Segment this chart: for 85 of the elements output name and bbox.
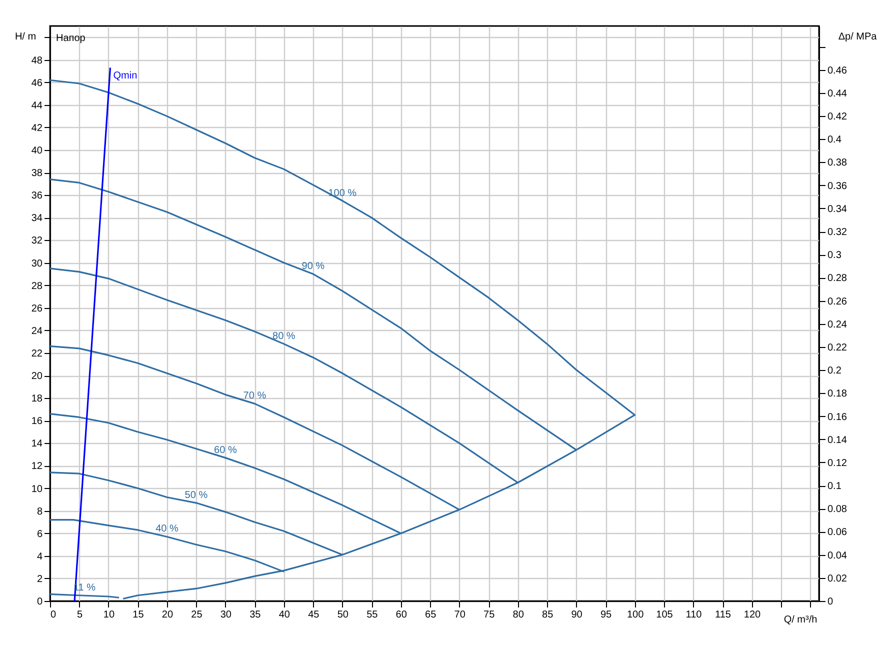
y-tick-label: 14 (31, 438, 43, 450)
y-axis-title: H/ m (14, 32, 36, 42)
y2-tick-label: 0.08 (828, 504, 848, 516)
x-tick-label: 95 (600, 610, 612, 620)
y-tick-label: 20 (31, 371, 43, 382)
y-tick-label: 36 (31, 190, 43, 202)
x-tick-label: 115 (715, 610, 732, 620)
x-tick-label: 55 (366, 610, 378, 620)
y-tick-label: 8 (36, 506, 43, 518)
x-tick-label: 80 (512, 610, 524, 620)
x-tick-label: 100 (626, 610, 644, 620)
x-tick-label: 40 (278, 610, 290, 620)
series-label: 70 % (243, 390, 266, 402)
y2-tick-label: 0.1 (828, 481, 842, 492)
y2-tick-label: 0.2 (828, 366, 842, 377)
annotation: Напор (56, 33, 86, 44)
y2-tick-label: 0.26 (828, 296, 848, 308)
y-tick-label: 40 (31, 146, 43, 157)
x-tick-label: 50 (337, 610, 349, 620)
y2-tick-label: 0.28 (828, 273, 848, 284)
y-tick-label: 44 (31, 100, 43, 112)
y-tick-label: 28 (31, 280, 43, 292)
y2-tick-label: 0.18 (828, 388, 848, 400)
y2-tick-label: 0.16 (828, 412, 848, 423)
y2-tick-label: 0.34 (828, 204, 848, 215)
y-tick-label: 18 (31, 394, 43, 405)
y2-tick-label: 0.24 (828, 319, 848, 330)
y2-tick-label: 0.38 (828, 158, 848, 169)
x-tick-label: 120 (744, 610, 762, 620)
y2-tick-label: 0.06 (828, 527, 848, 538)
x-tick-label: 45 (308, 610, 320, 620)
x-axis-title: Q/ m³/h (784, 614, 818, 626)
y2-tick-label: 0.4 (828, 134, 842, 146)
series-label: Qmin (113, 70, 138, 82)
y-tick-label: 32 (31, 236, 43, 247)
y2-tick-label: 0.46 (828, 65, 848, 76)
y-tick-label: 26 (31, 303, 43, 314)
y2-tick-label: 0.02 (828, 573, 848, 584)
series-label: 60 % (214, 444, 237, 456)
x-tick-label: 85 (542, 610, 554, 620)
y2-tick-label: 0.12 (828, 458, 848, 469)
y-tick-label: 38 (31, 168, 43, 180)
x-tick-label: 65 (425, 610, 437, 620)
x-tick-label: 110 (686, 610, 702, 620)
x-tick-label: 75 (484, 610, 496, 620)
y-tick-label: 24 (31, 326, 43, 337)
y2-tick-label: 0.32 (828, 227, 848, 238)
series-label: 90 % (302, 261, 325, 272)
y2-tick-label: 0.42 (828, 112, 848, 123)
y-tick-label: 2 (36, 574, 43, 585)
x-tick-label: 20 (162, 610, 174, 620)
y-tick-label: 42 (31, 122, 43, 134)
series-label: 40 % (156, 524, 178, 535)
x-tick-label: 60 (396, 610, 408, 620)
series-label: 80 % (272, 330, 296, 342)
x-tick-label: 90 (571, 610, 583, 620)
y-tick-label: 46 (31, 78, 43, 89)
y-tick-label: 34 (31, 213, 43, 224)
x-tick-label: 5 (76, 610, 83, 620)
y2-tick-label: 0.22 (828, 342, 848, 354)
y-tick-label: 4 (36, 551, 43, 562)
x-tick-label: 35 (250, 610, 262, 620)
y2-tick-label: 0.14 (828, 434, 848, 446)
y2-tick-label: 0.44 (828, 88, 848, 100)
y-tick-label: 0 (36, 596, 43, 608)
x-tick-label: 15 (132, 610, 144, 620)
x-tick-label: 105 (656, 610, 674, 620)
y-tick-label: 22 (31, 348, 43, 360)
y2-tick-label: 0.36 (828, 180, 848, 192)
y2-tick-label: 0 (828, 596, 834, 608)
y-tick-label: 16 (31, 416, 43, 428)
x-tick-label: 0 (50, 610, 56, 620)
x-tick-label: 70 (454, 610, 466, 620)
x-tick-label: 10 (103, 610, 115, 620)
y-tick-label: 12 (31, 461, 43, 472)
x-tick-label: 30 (220, 610, 232, 620)
y-tick-label: 6 (36, 528, 43, 540)
y-tick-label: 48 (31, 55, 43, 66)
y-tick-label: 10 (31, 484, 43, 495)
x-tick-label: 25 (191, 610, 203, 620)
y2-tick-label: 0.3 (828, 250, 842, 262)
y-tick-label: 30 (31, 258, 43, 270)
y2-axis-title: Δp/ MPa (838, 32, 878, 42)
series-label: 50 % (184, 490, 208, 501)
y2-tick-label: 0.04 (828, 550, 848, 562)
